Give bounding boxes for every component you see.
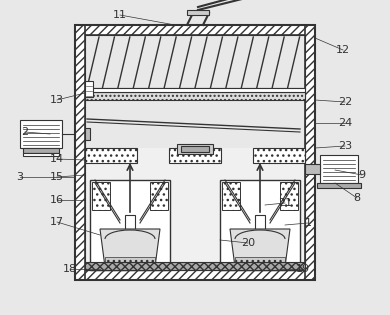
- Bar: [75, 25, 315, 35]
- Bar: [90, 180, 170, 270]
- Bar: [222, 182, 240, 210]
- Text: 12: 12: [336, 45, 350, 55]
- Text: 3: 3: [16, 172, 23, 182]
- Text: 21: 21: [278, 198, 292, 208]
- Text: 18: 18: [63, 264, 77, 274]
- Text: 24: 24: [338, 118, 352, 128]
- Bar: [177, 144, 213, 154]
- Bar: [169, 148, 221, 163]
- Bar: [253, 148, 305, 163]
- Text: 17: 17: [50, 217, 64, 227]
- Bar: [317, 183, 361, 188]
- Text: 13: 13: [50, 95, 64, 105]
- Text: 22: 22: [338, 97, 352, 107]
- Text: 20: 20: [241, 238, 255, 248]
- Bar: [20, 120, 62, 148]
- Bar: [235, 257, 285, 267]
- Bar: [85, 92, 305, 100]
- Bar: [85, 148, 137, 163]
- Bar: [125, 215, 135, 240]
- Bar: [85, 262, 305, 270]
- Text: 9: 9: [358, 170, 365, 180]
- Bar: [305, 25, 315, 280]
- Text: 1: 1: [305, 218, 312, 228]
- Bar: [320, 155, 358, 183]
- Bar: [181, 146, 209, 152]
- Bar: [92, 182, 110, 210]
- Bar: [255, 215, 265, 240]
- Bar: [280, 182, 298, 210]
- Bar: [75, 270, 315, 280]
- Bar: [187, 10, 209, 15]
- Bar: [23, 153, 59, 156]
- Polygon shape: [100, 229, 160, 267]
- Bar: [220, 180, 300, 270]
- Text: 19: 19: [296, 264, 310, 274]
- Text: 11: 11: [113, 10, 127, 20]
- Bar: [85, 35, 305, 270]
- Bar: [75, 25, 315, 280]
- Text: 2: 2: [21, 127, 28, 137]
- Bar: [23, 148, 59, 153]
- Polygon shape: [230, 229, 290, 267]
- Bar: [75, 25, 85, 280]
- Bar: [305, 164, 320, 174]
- Bar: [150, 182, 168, 210]
- Text: 23: 23: [338, 141, 352, 151]
- Text: 8: 8: [353, 193, 361, 203]
- Text: 14: 14: [50, 154, 64, 164]
- Bar: [105, 257, 155, 267]
- Bar: [85, 81, 93, 97]
- Bar: [85, 128, 90, 140]
- Text: 15: 15: [50, 172, 64, 182]
- Bar: [85, 148, 305, 270]
- Text: 16: 16: [50, 195, 64, 205]
- Bar: [85, 88, 305, 92]
